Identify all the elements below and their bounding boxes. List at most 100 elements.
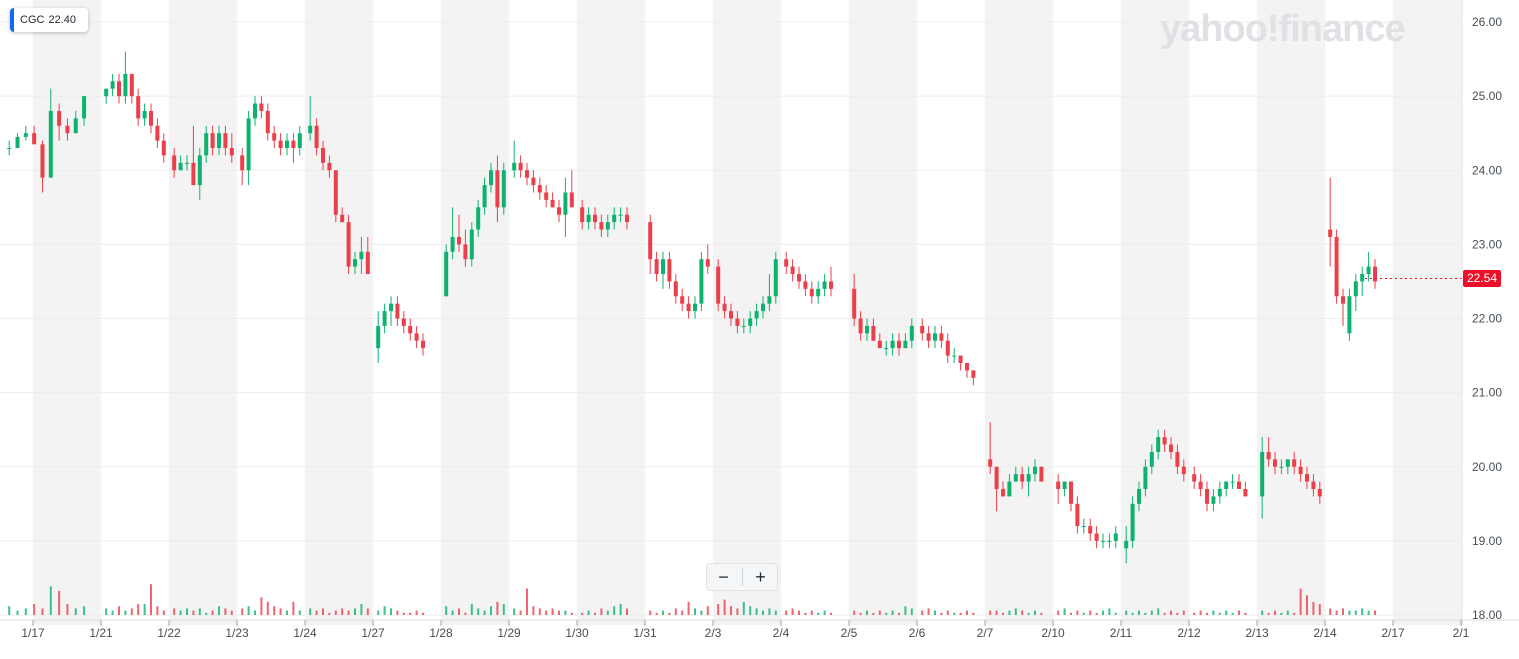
volume-bar: [551, 608, 554, 615]
candle-body: [1075, 503, 1080, 527]
day-band: [1257, 0, 1325, 625]
candle-body: [1013, 474, 1018, 482]
volume-bar: [785, 610, 788, 615]
volume-bar: [1274, 610, 1276, 615]
candle-body: [272, 133, 277, 141]
volume-bar: [334, 610, 337, 615]
candle-body: [382, 311, 387, 326]
candle-body: [1137, 488, 1141, 504]
volume-bar: [254, 610, 256, 615]
candle-body: [722, 303, 727, 312]
candle-body: [1192, 474, 1197, 482]
candle-body: [161, 140, 166, 156]
candle-body: [1243, 488, 1248, 497]
candle-body: [1341, 296, 1345, 304]
candle-body: [223, 133, 228, 149]
candle-body: [988, 459, 993, 467]
candle-body: [1130, 503, 1135, 541]
volume-bar: [451, 610, 454, 615]
y-tick-label: 24.00: [1472, 163, 1502, 177]
volume-bar: [218, 606, 220, 615]
candle-body: [489, 170, 493, 186]
volume-bar: [1157, 608, 1160, 615]
candle-body: [395, 303, 400, 319]
volume-bar: [49, 586, 52, 615]
volume-bar: [1182, 610, 1185, 615]
candle-body: [741, 325, 746, 327]
volume-bar: [989, 610, 992, 615]
candle-body: [1149, 451, 1154, 467]
volume-bar: [891, 610, 894, 615]
candle-body: [365, 251, 370, 275]
zoom-out-button[interactable]: −: [718, 567, 729, 587]
volume-bar: [315, 610, 318, 615]
volume-bar: [1374, 610, 1376, 615]
candle-body: [1285, 459, 1290, 467]
candle-body: [210, 133, 215, 149]
candle-body: [327, 162, 332, 171]
volume-bar: [700, 610, 703, 615]
ticker-label[interactable]: CGC 22.40: [10, 8, 88, 32]
candle-body: [680, 296, 685, 304]
x-tick-label: 2/13: [1245, 626, 1269, 640]
candle-body: [469, 229, 474, 260]
volume-bars: [8, 584, 1376, 615]
volume-bar: [668, 612, 671, 615]
candle-body: [314, 125, 319, 149]
volume-bar: [396, 610, 399, 615]
candle-body: [65, 125, 70, 134]
volume-bar: [626, 608, 628, 615]
candle-body: [104, 88, 109, 97]
candle-body: [654, 259, 659, 275]
volume-bar: [706, 606, 709, 615]
volume-bar: [1286, 610, 1289, 615]
volume-bar: [328, 612, 331, 615]
volume-bar: [538, 608, 541, 615]
volume-bar: [1225, 610, 1228, 615]
day-band: [713, 0, 781, 625]
candle-body: [537, 185, 542, 193]
candle-body: [1292, 459, 1297, 467]
candle-body: [1230, 481, 1235, 483]
volume-bar: [105, 608, 108, 615]
candle-body: [1279, 466, 1284, 468]
volume-bar: [1261, 610, 1264, 615]
candle-body: [1328, 229, 1333, 237]
volume-bar: [409, 612, 412, 615]
volume-bar: [74, 608, 77, 615]
volume-bar: [347, 610, 350, 615]
candle-body: [1020, 474, 1025, 482]
volume-bar: [266, 601, 269, 615]
candle-body: [246, 118, 251, 171]
volume-bar: [1163, 612, 1166, 615]
volume-bar: [1170, 610, 1172, 615]
candlesticks: [7, 51, 1462, 564]
candle-body: [23, 133, 28, 137]
volume-bar: [279, 608, 282, 615]
volume-bar: [1108, 608, 1111, 615]
candle-body: [1039, 466, 1044, 482]
x-tick-label: 1/24: [293, 626, 317, 640]
zoom-in-button[interactable]: +: [755, 567, 766, 587]
candle-body: [939, 333, 944, 341]
volume-bar: [298, 610, 301, 615]
candle-body: [1217, 488, 1222, 497]
candle-body: [667, 259, 672, 282]
volume-bar: [619, 604, 622, 615]
volume-bar: [730, 606, 732, 615]
volume-bar: [662, 610, 664, 615]
volume-bar: [866, 610, 868, 615]
candle-body: [525, 170, 529, 178]
candle-body: [933, 333, 937, 341]
volume-bar: [742, 601, 745, 615]
volume-bar: [41, 608, 44, 615]
volume-bar: [558, 610, 560, 615]
volume-bar: [118, 606, 120, 615]
volume-bar: [1114, 612, 1117, 615]
volume-bar: [130, 608, 133, 615]
volume-bar: [16, 610, 19, 615]
volume-bar: [1299, 588, 1302, 615]
candle-body: [958, 355, 963, 363]
volume-bar: [137, 604, 140, 615]
